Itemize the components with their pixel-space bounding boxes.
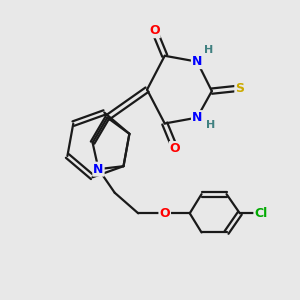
Text: N: N xyxy=(192,111,202,124)
Text: N: N xyxy=(93,163,104,176)
Text: N: N xyxy=(192,55,202,68)
Text: O: O xyxy=(170,142,180,155)
Text: O: O xyxy=(159,207,170,220)
Text: O: O xyxy=(149,24,160,37)
Text: Cl: Cl xyxy=(254,207,268,220)
Text: H: H xyxy=(204,46,213,56)
Text: S: S xyxy=(235,82,244,95)
Text: H: H xyxy=(206,120,215,130)
